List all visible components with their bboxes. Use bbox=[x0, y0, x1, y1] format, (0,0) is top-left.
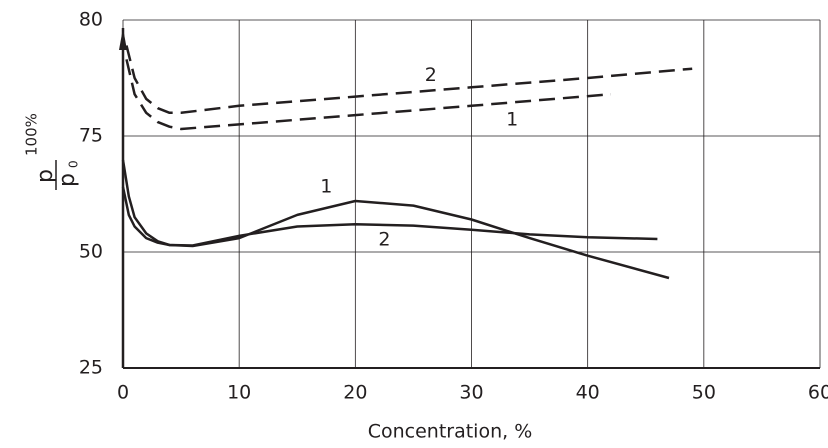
series-line bbox=[125, 59, 612, 131]
y-tick-label: 75 bbox=[79, 125, 103, 147]
y-label-suffix: 100% bbox=[23, 113, 41, 156]
series-line bbox=[121, 159, 670, 280]
y-axis-arrow bbox=[119, 28, 127, 50]
x-tick-label: 10 bbox=[227, 382, 251, 404]
y-tick-label: 50 bbox=[79, 241, 103, 263]
curve-label: 1 bbox=[320, 176, 332, 198]
y-label-numerator: p bbox=[33, 169, 58, 183]
y-tick-label: 80 bbox=[79, 9, 103, 31]
x-tick-label: 50 bbox=[692, 382, 716, 404]
series-line bbox=[125, 45, 693, 115]
curve-label: 2 bbox=[425, 64, 437, 86]
x-tick-label: 40 bbox=[576, 382, 600, 404]
y-axis-label: p p 0 100% bbox=[23, 113, 81, 190]
series-line bbox=[121, 186, 658, 247]
x-tick-label: 60 bbox=[808, 382, 828, 404]
x-axis-label: Concentration, % bbox=[368, 421, 533, 443]
y-label-denominator: p bbox=[55, 173, 80, 187]
y-label-subscript: 0 bbox=[67, 160, 81, 168]
x-tick-label: 20 bbox=[343, 382, 367, 404]
x-tick-label: 0 bbox=[117, 382, 129, 404]
y-tick-label: 25 bbox=[79, 357, 103, 379]
x-tick-label: 30 bbox=[459, 382, 483, 404]
curve-label: 2 bbox=[378, 228, 390, 250]
curve-label: 1 bbox=[506, 108, 518, 130]
